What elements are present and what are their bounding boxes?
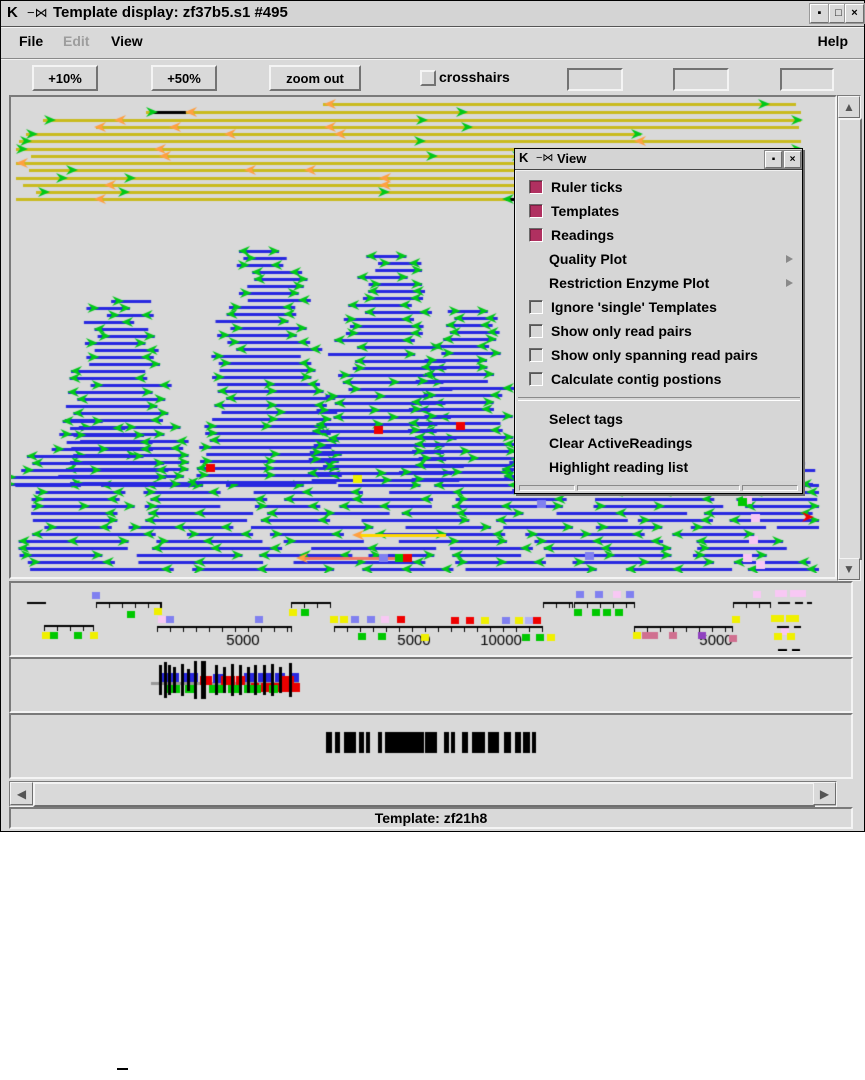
minimize-button[interactable]: ▪ <box>765 151 782 168</box>
crosshairs-checkbox[interactable] <box>420 70 436 86</box>
view-popup-title-bar[interactable]: K −⋈ View ▪ × <box>515 149 802 170</box>
ruler-panel <box>9 581 853 657</box>
checkbox-indicator[interactable] <box>529 204 543 218</box>
menu-separator <box>518 397 800 401</box>
quality-panel <box>9 657 853 713</box>
close-button[interactable]: × <box>845 4 864 23</box>
restriction-map-panel <box>9 713 853 779</box>
menu-help[interactable]: Help <box>817 33 848 49</box>
title-bar[interactable]: K −⋈ Template display: zf37b5.s1 #495 ▪ … <box>1 1 864 27</box>
horizontal-scrollbar[interactable]: ◀ ▶ <box>9 781 837 807</box>
menu-file[interactable]: File <box>19 33 44 49</box>
menu-item-label: Clear ActiveReadings <box>549 435 693 451</box>
zoom-in-50-button[interactable]: +50% <box>151 65 217 91</box>
menu-item-label: Calculate contig postions <box>551 371 722 387</box>
app-icon: K <box>519 150 529 165</box>
cursor-y-entry[interactable] <box>673 68 729 91</box>
menu-item-label: Ignore 'single' Templates <box>551 299 717 315</box>
view-menu-item-show-only-spanning-read-pairs[interactable]: Show only spanning read pairs <box>516 343 802 367</box>
quality-canvas[interactable] <box>11 659 847 707</box>
zoom-out-button[interactable]: zoom out <box>269 65 361 91</box>
zoom-in-10-button[interactable]: +10% <box>32 65 98 91</box>
view-popup-body: Ruler ticks Templates Readings Quality Plot… <box>515 170 802 481</box>
template-display-window: K −⋈ Template display: zf37b5.s1 #495 ▪ … <box>0 0 865 832</box>
restriction-map-canvas[interactable] <box>11 715 847 773</box>
horizontal-scrollbar-thumb[interactable] <box>33 782 815 807</box>
scroll-left-icon[interactable]: ◀ <box>10 782 33 805</box>
view-popup-title: View <box>557 151 587 166</box>
menu-item-label: Show only read pairs <box>551 323 692 339</box>
pin-icon[interactable]: −⋈ <box>27 5 48 20</box>
minimize-button[interactable]: ▪ <box>810 4 829 23</box>
vertical-scrollbar-thumb[interactable] <box>838 118 862 560</box>
status-text: Template: zf21h8 <box>374 810 488 826</box>
stray-dash-mark <box>117 1068 128 1070</box>
scroll-down-icon[interactable]: ▼ <box>838 558 860 580</box>
view-menu-item-calculate-contig-postions[interactable]: Calculate contig postions <box>516 367 802 391</box>
view-menu-item-highlight-reading-list[interactable]: Highlight reading list <box>516 455 802 479</box>
checkbox-indicator[interactable] <box>529 180 543 194</box>
menu-item-label: Ruler ticks <box>551 179 623 195</box>
checkbox-indicator[interactable] <box>529 372 543 386</box>
menu-view[interactable]: View <box>111 33 143 49</box>
menu-bar: File Edit View Help <box>1 27 864 59</box>
menu-edit: Edit <box>63 33 90 49</box>
vertical-scrollbar[interactable]: ▲ ▼ <box>837 95 862 581</box>
checkbox-indicator[interactable] <box>529 300 543 314</box>
view-menu-item-templates[interactable]: Templates <box>516 199 802 223</box>
menu-item-label: Highlight reading list <box>549 459 689 475</box>
view-popup-window: K −⋈ View ▪ × Ruler ticks Templates Readin… <box>514 148 803 494</box>
checkbox-indicator[interactable] <box>529 228 543 242</box>
menu-item-label: Readings <box>551 227 615 243</box>
scroll-right-icon[interactable]: ▶ <box>813 782 836 805</box>
status-bar: Template: zf21h8 <box>9 807 853 829</box>
view-menu-item-ignore-single-templates[interactable]: Ignore 'single' Templates <box>516 295 802 319</box>
checkbox-indicator[interactable] <box>529 348 543 362</box>
cursor-x-entry[interactable] <box>567 68 623 91</box>
close-button[interactable]: × <box>784 151 801 168</box>
submenu-arrow-icon <box>786 255 793 263</box>
menu-item-label: Show only spanning read pairs <box>551 347 758 363</box>
toolbar: +10% +50% zoom out crosshairs <box>1 59 864 95</box>
view-popup-resize-grip[interactable] <box>517 483 800 491</box>
submenu-arrow-icon <box>786 279 793 287</box>
menu-item-label: Quality Plot <box>549 251 627 267</box>
app-icon: K <box>7 4 18 21</box>
scroll-up-icon[interactable]: ▲ <box>838 96 860 118</box>
cursor-pos-entry[interactable] <box>780 68 834 91</box>
view-menu-item-clear-activereadings[interactable]: Clear ActiveReadings <box>516 431 802 455</box>
view-menu-item-select-tags[interactable]: Select tags <box>516 407 802 431</box>
crosshairs-label: crosshairs <box>439 69 510 85</box>
view-menu-item-ruler-ticks[interactable]: Ruler ticks <box>516 175 802 199</box>
view-menu-item-quality-plot[interactable]: Quality Plot <box>516 247 802 271</box>
view-menu-item-restriction-enzyme-plot[interactable]: Restriction Enzyme Plot <box>516 271 802 295</box>
pin-icon[interactable]: −⋈ <box>536 152 554 164</box>
window-title: Template display: zf37b5.s1 #495 <box>53 4 288 21</box>
menu-item-label: Restriction Enzyme Plot <box>549 275 710 291</box>
view-menu-item-show-only-read-pairs[interactable]: Show only read pairs <box>516 319 802 343</box>
menu-item-label: Templates <box>551 203 620 219</box>
ruler-canvas[interactable] <box>11 583 847 651</box>
menu-item-label: Select tags <box>549 411 623 427</box>
view-menu-item-readings[interactable]: Readings <box>516 223 802 247</box>
checkbox-indicator[interactable] <box>529 324 543 338</box>
